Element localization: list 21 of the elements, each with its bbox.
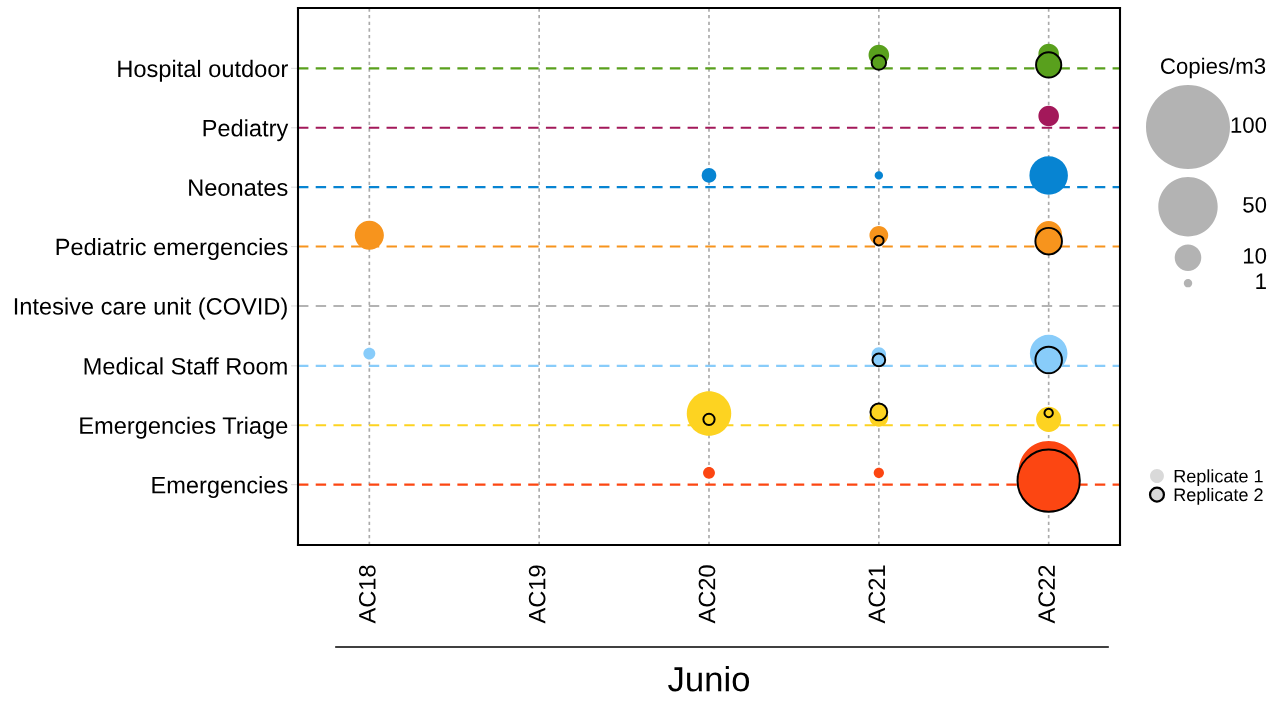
legend-label: 50 xyxy=(1243,196,1267,213)
legend-label: 10 xyxy=(1243,247,1267,264)
category-label: Hospital outdoor xyxy=(118,59,288,82)
legend-label: 100 xyxy=(1231,117,1267,133)
category-label: Medical Staff Room xyxy=(84,357,287,375)
x-tick-label: AC22 xyxy=(1038,565,1056,624)
x-axis-title: Junio xyxy=(668,666,750,692)
x-tick-label: AC19 xyxy=(528,565,546,624)
category-label: Emergencies Triage xyxy=(80,416,288,439)
legend-label: 1 xyxy=(1256,273,1266,289)
text: Replicate 2 xyxy=(1174,487,1263,505)
category-label: Pediatry xyxy=(203,119,289,142)
category-label: Neonates xyxy=(189,179,288,196)
category-label: Intesive care unit (COVID) xyxy=(14,297,287,320)
legend-title: Copies/m3 xyxy=(1161,57,1266,79)
x-tick-label: AC21 xyxy=(868,565,886,624)
text: Replicate 1 xyxy=(1174,469,1263,487)
category-label: Emergencies xyxy=(152,476,288,499)
x-tick-label: AC18 xyxy=(358,565,376,624)
x-tick-label: AC20 xyxy=(698,565,716,624)
category-label: Pediatric emergencies xyxy=(56,238,288,261)
